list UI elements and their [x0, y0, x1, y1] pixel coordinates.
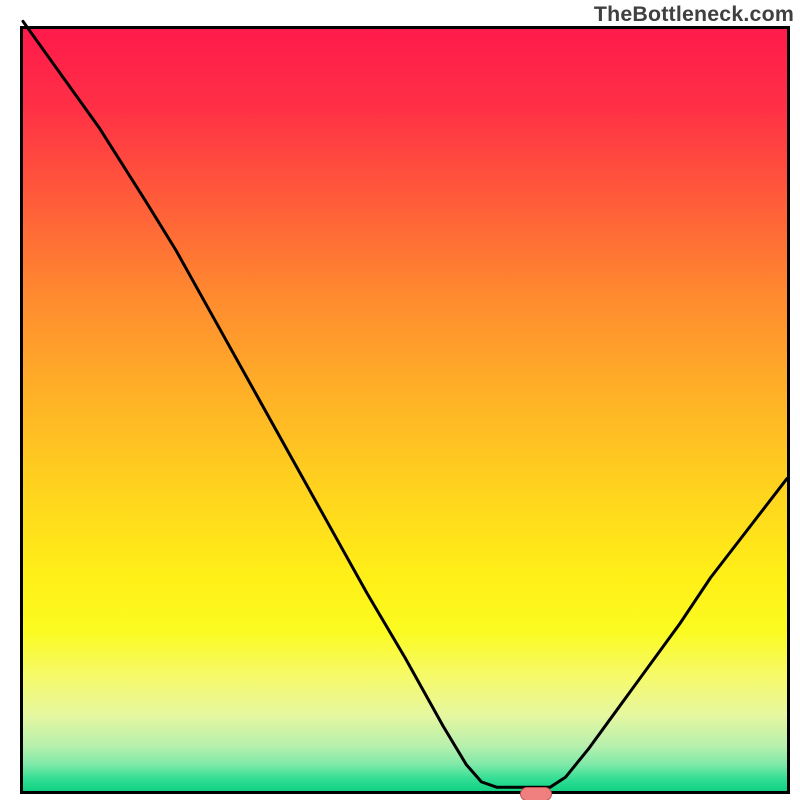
plot-frame: [20, 26, 790, 794]
watermark-text: TheBottleneck.com: [594, 2, 794, 27]
trough-marker: [520, 787, 553, 800]
chart-stage: TheBottleneck.com: [0, 0, 800, 800]
curve-svg: [23, 29, 787, 791]
bottleneck-curve: [23, 21, 787, 787]
